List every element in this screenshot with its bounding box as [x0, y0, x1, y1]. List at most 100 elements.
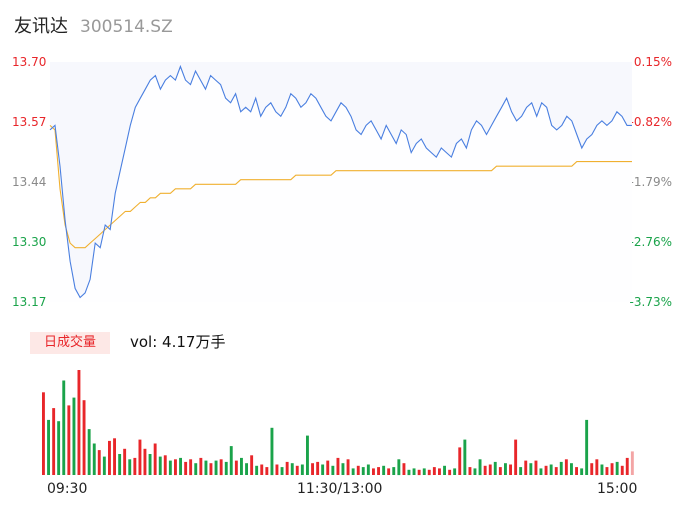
volume-bar — [77, 370, 81, 475]
volume-bar — [153, 443, 157, 475]
volume-bar — [432, 467, 436, 475]
volume-bar — [615, 461, 619, 475]
volume-bar — [113, 438, 116, 476]
volume-bar — [275, 464, 279, 475]
volume-bar — [341, 463, 345, 475]
volume-bar — [240, 457, 243, 475]
price-tick-label: 13.30 — [12, 235, 47, 249]
volume-bar — [306, 435, 309, 475]
volume-bar — [377, 467, 380, 475]
volume-bar — [92, 443, 96, 475]
volume-bar — [509, 464, 512, 475]
volume-bar — [148, 454, 152, 475]
price-tick-label: 13.44 — [12, 175, 47, 189]
volume-bar — [57, 421, 61, 475]
volume-bar — [158, 456, 162, 475]
volume-bar — [311, 463, 314, 475]
volume-summary: vol: 4.17万手 — [130, 333, 226, 351]
volume-bar — [392, 467, 396, 475]
stock-title: 友讯达 300514.SZ — [14, 12, 173, 38]
volume-bar — [285, 461, 289, 475]
volume-bar — [519, 467, 523, 475]
volume-bar — [483, 465, 487, 475]
percent-tick-label: -2.76% — [629, 235, 672, 249]
price-tick-label: 13.17 — [12, 295, 47, 309]
volume-bar — [458, 447, 462, 475]
volume-bar — [397, 459, 401, 476]
volume-bar — [473, 468, 477, 475]
volume-bar — [300, 464, 304, 475]
volume-bar — [438, 468, 441, 475]
volume-bar — [118, 454, 122, 475]
price-area — [50, 66, 632, 302]
volume-bar — [493, 461, 497, 475]
volume-bar — [463, 439, 467, 475]
volume-bar — [250, 455, 254, 475]
volume-bar — [260, 464, 264, 475]
volume-bar — [270, 427, 274, 476]
average-price-line — [49, 124, 632, 249]
volume-bar — [316, 461, 320, 475]
volume-bar — [585, 419, 589, 475]
volume-bar — [204, 460, 208, 475]
stock-name: 友讯达 — [14, 16, 68, 37]
volume-bar — [590, 463, 594, 475]
volume-bar — [559, 461, 563, 475]
percent-tick-label: 0.15% — [633, 55, 672, 69]
volume-bar — [402, 463, 406, 475]
volume-tab[interactable]: 日成交量 — [30, 332, 110, 354]
percent-tick-label: -0.82% — [629, 115, 672, 129]
volume-bar — [448, 469, 452, 476]
volume-bar — [427, 469, 431, 476]
volume-bar — [595, 459, 599, 476]
volume-bar — [214, 460, 218, 475]
volume-bar — [600, 464, 604, 475]
volume-bar — [102, 456, 106, 475]
volume-bar — [524, 460, 528, 475]
volume-bar — [544, 465, 548, 475]
percent-tick-label: -3.73% — [629, 295, 672, 309]
volume-bar — [366, 464, 370, 475]
volume-bar — [138, 439, 142, 475]
volume-bar — [97, 450, 101, 475]
volume-bar — [87, 429, 91, 475]
stock-code: 300514.SZ — [80, 17, 173, 37]
volume-bar — [72, 397, 76, 475]
volume-bar — [189, 459, 193, 476]
volume-bar — [625, 457, 629, 475]
price-layer — [49, 64, 632, 302]
volume-bar — [265, 467, 269, 475]
x-tick-label: 15:00 — [597, 481, 638, 497]
volume-bar — [331, 465, 335, 475]
volume-bar — [168, 460, 172, 475]
volume-bar — [417, 469, 421, 476]
volume-bar — [570, 463, 573, 475]
volume-bar — [280, 467, 284, 475]
volume-bar — [128, 459, 132, 476]
x-tick-label: 09:30 — [47, 481, 88, 497]
volume-bar — [534, 460, 538, 475]
volume-bar — [478, 459, 482, 476]
volume-bar — [184, 461, 188, 475]
volume-bar — [245, 463, 248, 475]
volume-bar — [321, 464, 325, 475]
volume-bar — [554, 467, 558, 475]
volume-bar — [295, 465, 299, 475]
volume-bar — [529, 463, 533, 475]
volume-bar — [82, 400, 86, 475]
volume-bar — [234, 460, 238, 475]
price-line — [49, 64, 632, 299]
volume-bar — [229, 446, 233, 475]
volume-bar — [605, 467, 609, 475]
volume-bar — [143, 448, 147, 476]
volume-bar — [108, 440, 111, 475]
volume-bar — [133, 457, 137, 475]
volume-bar — [387, 468, 391, 475]
volume-bar — [564, 459, 568, 476]
volume-bar — [549, 464, 553, 475]
volume-bar — [67, 405, 71, 475]
volume-bar — [539, 468, 543, 475]
volume-bar — [361, 467, 365, 475]
volume-bar — [575, 467, 578, 475]
